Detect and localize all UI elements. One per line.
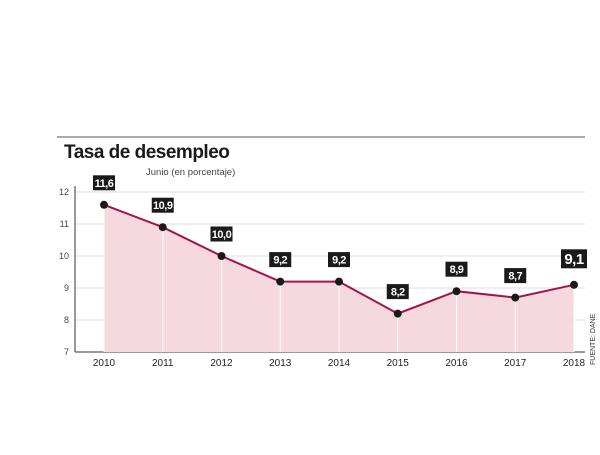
data-label: 9,2 xyxy=(273,255,287,267)
data-label-bg xyxy=(445,261,468,277)
data-label-bg xyxy=(561,249,587,269)
data-label-bg xyxy=(269,252,292,268)
data-label: 9,1 xyxy=(564,251,584,268)
data-point xyxy=(393,309,402,318)
y-tick-label: 12 xyxy=(59,187,69,197)
data-label: 10,9 xyxy=(153,200,173,212)
data-point xyxy=(570,280,578,289)
x-tick-label: 2014 xyxy=(328,358,351,369)
y-tick-label: 11 xyxy=(60,219,69,229)
chart-subtitle: Junio (en porcentaje) xyxy=(146,167,235,178)
source-note: FUENTE: DANE xyxy=(590,313,597,365)
y-tick-label: 8 xyxy=(64,315,69,325)
data-label: 8,9 xyxy=(450,264,464,276)
data-label-bg xyxy=(328,252,350,268)
x-tick-label: 2018 xyxy=(563,358,586,369)
y-tick-label: 9 xyxy=(64,283,69,293)
data-label: 8,7 xyxy=(508,271,522,283)
x-tick-label: 2013 xyxy=(269,358,292,369)
x-tick-label: 2015 xyxy=(387,358,410,369)
data-point xyxy=(511,293,520,302)
x-tick-label: 2011 xyxy=(152,358,174,369)
x-tick-label: 2016 xyxy=(445,358,468,369)
data-point xyxy=(158,223,167,232)
x-tick-label: 2010 xyxy=(93,358,116,369)
data-label: 9,2 xyxy=(332,255,346,267)
data-point xyxy=(276,277,285,286)
data-label-bg xyxy=(504,268,527,284)
chart-title: Tasa de desempleo xyxy=(64,142,229,163)
y-tick-label: 10 xyxy=(59,251,69,261)
x-tick-label: 2017 xyxy=(504,358,527,369)
data-label-bg xyxy=(93,175,115,191)
data-label-bg xyxy=(386,284,409,300)
data-label-bg xyxy=(210,226,233,242)
data-point xyxy=(217,252,226,260)
data-label: 10,0 xyxy=(212,229,232,241)
data-label-bg xyxy=(151,197,174,213)
x-tick-label: 2012 xyxy=(210,358,233,369)
y-tick-label: 7 xyxy=(64,347,69,357)
data-label: 11,6 xyxy=(95,178,114,190)
data-label: 8,2 xyxy=(391,287,405,299)
data-point xyxy=(335,277,343,286)
data-point xyxy=(100,200,108,209)
data-point xyxy=(452,287,461,296)
